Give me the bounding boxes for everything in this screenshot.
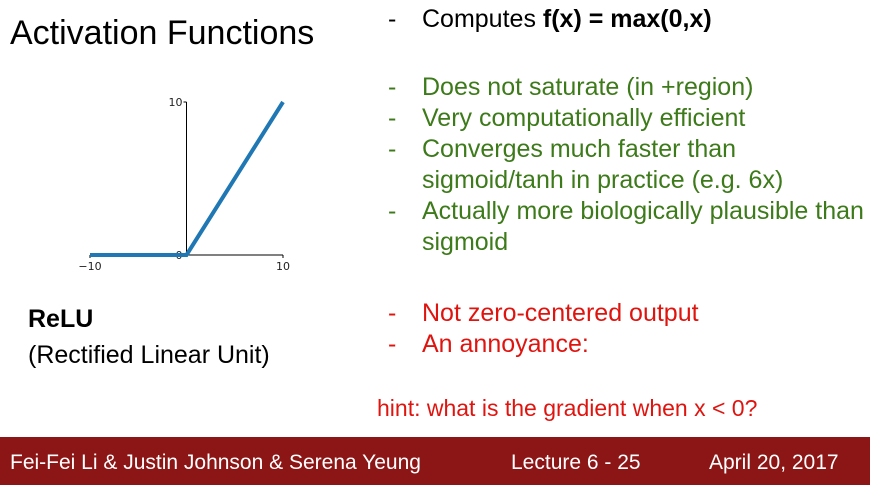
gradient-hint: hint: what is the gradient when x < 0? — [377, 395, 758, 421]
relu-series-line — [90, 100, 285, 257]
bullet-dash: - — [388, 330, 397, 358]
bullet-dash: - — [388, 104, 397, 132]
relu-formula: f(x) = max(0,x) — [542, 5, 712, 33]
footer-date: April 20, 2017 — [709, 451, 839, 474]
bullet-dash: - — [388, 135, 397, 163]
cons-text: An annoyance: — [422, 330, 589, 358]
pros-text: Does not saturate (in +region) — [422, 73, 754, 101]
pros-text: Converges much faster than sigmoid/tanh … — [422, 135, 784, 194]
footer-authors: Fei-Fei Li & Justin Johnson & Serena Yeu… — [10, 451, 421, 474]
bullet-dash: - — [388, 197, 397, 225]
bullet-dash: - — [388, 73, 397, 101]
pros-item: - Very computationally efficient — [388, 103, 870, 134]
formula-bullet: - Computes f(x) = max(0,x) — [388, 4, 712, 35]
relu-label: ReLU — [28, 305, 94, 333]
cons-text: Not zero-centered output — [422, 299, 699, 327]
pros-text: Very computationally efficient — [422, 104, 746, 132]
footer-bar: Fei-Fei Li & Justin Johnson & Serena Yeu… — [0, 437, 870, 485]
bullet-dash: - — [388, 299, 397, 327]
bullet-dash: - — [388, 5, 397, 33]
relu-full-name: (Rectified Linear Unit) — [28, 341, 270, 369]
slide-title: Activation Functions — [10, 14, 315, 52]
footer-lecture: Lecture 6 - 25 — [511, 451, 641, 474]
pros-list: - Does not saturate (in +region) - Very com… — [388, 72, 870, 258]
pros-item: - Converges much faster than sigmoid/tanh… — [388, 134, 870, 196]
pros-item: - Does not saturate (in +region) — [388, 72, 870, 103]
y-tick-label: 10 — [169, 96, 183, 109]
pros-item: - Actually more biologically plausible th… — [388, 196, 870, 258]
cons-item: - Not zero-centered output — [388, 298, 699, 329]
formula-prefix: Computes — [422, 5, 543, 33]
x-tick-label: 10 — [276, 260, 290, 273]
cons-item: - An annoyance: — [388, 329, 699, 360]
formula-bullet-list: - Computes f(x) = max(0,x) — [388, 4, 712, 35]
cons-list: - Not zero-centered output - An annoyance: — [388, 298, 699, 360]
pros-text: Actually more biologically plausible tha… — [422, 197, 864, 256]
x-tick-label: −10 — [78, 260, 101, 273]
